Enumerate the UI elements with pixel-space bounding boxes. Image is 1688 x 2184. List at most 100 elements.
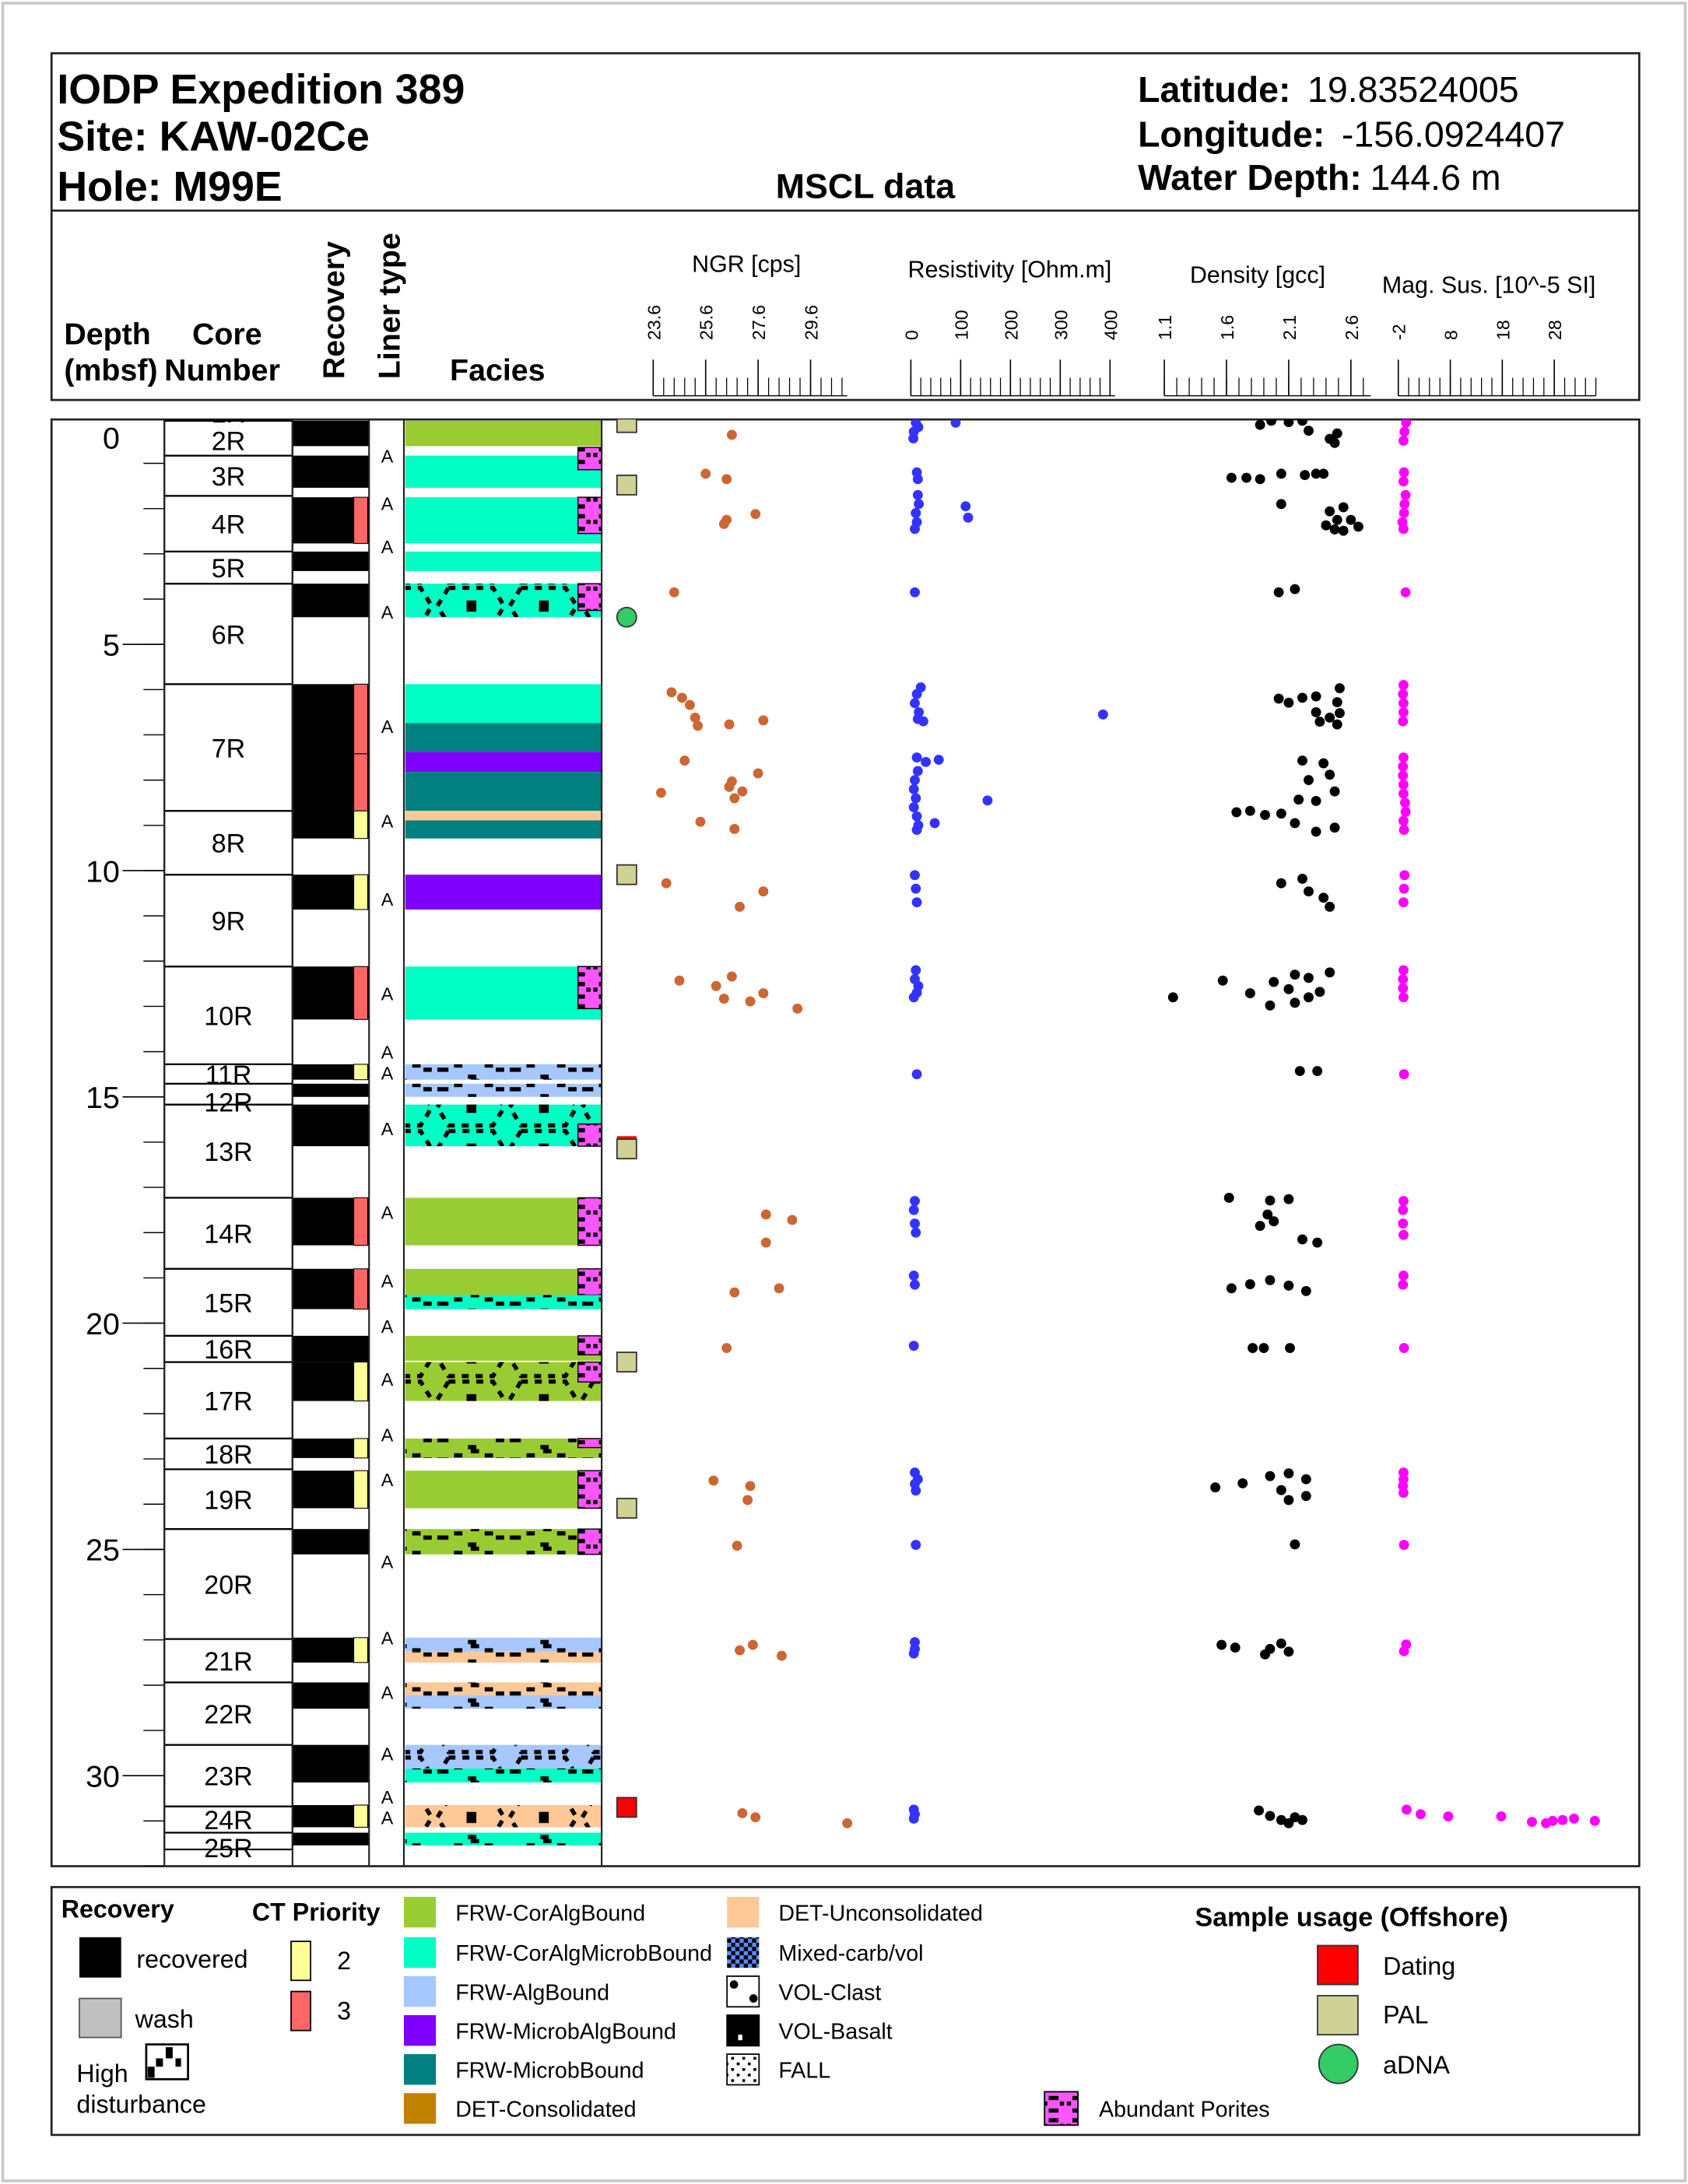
data-point-den <box>1265 1000 1276 1011</box>
data-point-den <box>1318 468 1329 479</box>
data-point-ngr <box>726 971 737 982</box>
data-point-den <box>1318 758 1329 769</box>
data-point-ngr <box>737 1808 748 1818</box>
data-point-res <box>908 992 919 1003</box>
data-point-den <box>1276 878 1286 889</box>
ct-priority-2 <box>353 1637 368 1663</box>
axis-tick-label-ngr: 29.6 <box>801 305 821 340</box>
data-point-den <box>1297 692 1307 703</box>
liner-type-label: A <box>381 494 394 514</box>
legend-lithology-swatch <box>726 2053 760 2086</box>
liner-type-label: A <box>381 1316 394 1337</box>
data-point-res <box>908 1204 919 1215</box>
legend-facies-label: FRW-MicrobAlgBound <box>455 2019 676 2044</box>
facies-pattern-vol-basalt <box>405 1083 602 1097</box>
data-point-den <box>1276 1638 1286 1649</box>
data-point-mag <box>1398 680 1409 690</box>
data-point-den <box>1223 1193 1234 1203</box>
recovered-interval <box>292 420 370 447</box>
data-point-mag <box>1398 815 1409 826</box>
ct-priority-2 <box>353 1064 368 1081</box>
title-hole: Hole: M99E <box>57 163 282 210</box>
ct-priority-3 <box>353 966 368 1020</box>
legend-ct2-label: 2 <box>337 1947 351 1975</box>
col-depth-title: Depth <box>64 317 151 351</box>
sample-pal <box>616 1138 637 1160</box>
data-point-res <box>910 698 920 709</box>
legend-facies-label: FRW-CorAlgBound <box>455 1901 645 1926</box>
data-point-ngr <box>774 1283 784 1294</box>
recovered-interval <box>292 1744 370 1783</box>
legend-dating-label: Dating <box>1383 1952 1455 1980</box>
data-point-den <box>1311 795 1321 806</box>
data-point-den <box>1265 1195 1276 1206</box>
core-label: 17R <box>204 1386 252 1416</box>
data-point-mag <box>1399 426 1410 437</box>
subtitle-mscl: MSCL data <box>776 167 956 206</box>
data-point-den <box>1314 987 1325 997</box>
data-point-ngr <box>735 902 745 912</box>
data-point-mag <box>1398 716 1409 727</box>
legend-lithology-label: FALL <box>778 2059 830 2084</box>
data-point-res <box>911 508 921 518</box>
data-point-den <box>1255 474 1265 485</box>
data-point-res <box>912 474 923 485</box>
data-point-res <box>910 1218 920 1229</box>
data-point-den <box>1312 1066 1323 1077</box>
data-point-den <box>1283 697 1294 708</box>
legend-lithology-swatch <box>727 1937 760 1968</box>
data-point-ngr <box>693 720 704 731</box>
data-point-mag <box>1398 476 1409 487</box>
data-point-res <box>908 1271 919 1281</box>
data-point-ngr <box>747 1639 758 1650</box>
legend-lithology-label: VOL-Basalt <box>778 2019 892 2044</box>
core-label: 24R <box>204 1806 252 1835</box>
legend-lithology-label: Mixed-carb/vol <box>778 1941 923 1966</box>
data-point-mag <box>1398 761 1409 772</box>
sample-pal <box>616 1498 637 1519</box>
legend-lithology-label: DET-Unconsolidated <box>778 1901 983 1926</box>
col-depth-unit: (mbsf) <box>64 353 157 387</box>
facies-pattern-vol-basalt <box>405 1529 602 1555</box>
data-point-mag <box>1398 974 1409 984</box>
facies-interval <box>405 772 602 812</box>
recovered-interval <box>292 584 370 618</box>
col-liner-title: Liner type <box>373 233 407 379</box>
data-point-mag <box>1398 706 1409 717</box>
legend-recovery-title: Recovery <box>61 1895 174 1923</box>
data-point-den <box>1269 976 1279 987</box>
core-label: 10R <box>204 1002 252 1032</box>
data-point-den <box>1231 807 1242 818</box>
porites-marker <box>577 1335 602 1356</box>
axis-tick-label-res: 200 <box>1001 310 1021 340</box>
data-point-den <box>1304 886 1314 897</box>
data-point-mag <box>1398 467 1409 478</box>
core-label: 16R <box>204 1335 252 1365</box>
data-point-den <box>1283 1646 1294 1657</box>
facies-interval <box>405 723 602 752</box>
core-label: 9R <box>212 907 245 937</box>
liner-type-label: A <box>381 1551 394 1572</box>
data-point-mag <box>1569 1814 1580 1824</box>
header-box <box>50 52 1641 401</box>
data-point-mag <box>1398 780 1409 790</box>
depth-tick-label: 0 <box>103 422 120 456</box>
data-point-mag <box>1398 1204 1409 1215</box>
sample-adna <box>616 606 637 628</box>
axis-tick-label-den: 2.6 <box>1342 315 1362 340</box>
data-point-mag <box>1398 1069 1409 1080</box>
data-point-den <box>1273 587 1284 598</box>
data-point-den <box>1325 902 1335 912</box>
liner-type-label: A <box>381 1628 394 1649</box>
data-point-den <box>1293 794 1304 805</box>
ct-priority-3 <box>353 496 368 544</box>
legend-dating-swatch <box>1317 1944 1359 1986</box>
core-label: 22R <box>204 1700 252 1730</box>
data-point-ngr <box>708 1475 719 1486</box>
data-point-ngr <box>721 474 732 485</box>
recovered-interval <box>292 1682 370 1709</box>
data-point-den <box>1283 1468 1294 1479</box>
axis-tick-label-ngr: 25.6 <box>697 305 717 340</box>
liner-type-label: A <box>381 1119 394 1139</box>
